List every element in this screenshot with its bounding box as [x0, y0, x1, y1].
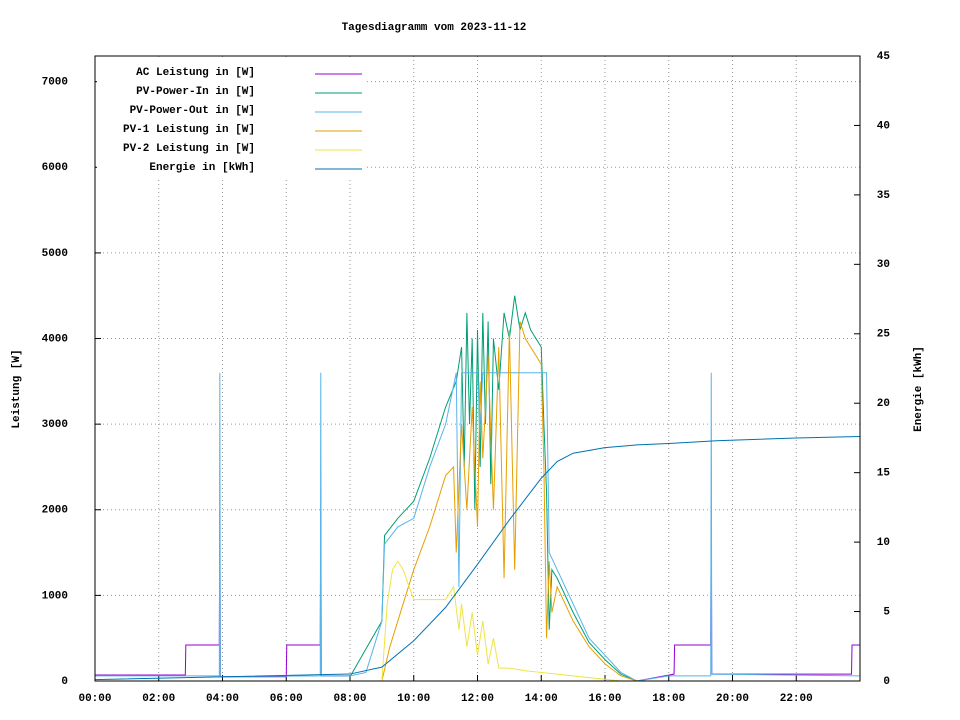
legend-label: PV-Power-Out in [W]	[130, 105, 255, 117]
x-tick-label: 22:00	[780, 693, 813, 705]
x-tick-label: 20:00	[716, 693, 749, 705]
y-tick-label: 5000	[42, 248, 68, 260]
legend-label: Energie in [kWh]	[149, 162, 255, 174]
series-line	[95, 372, 860, 682]
legend-label: AC Leistung in [W]	[136, 67, 255, 79]
y2-tick-label: 0	[883, 676, 890, 688]
x-tick-label: 10:00	[397, 693, 430, 705]
y2-tick-label: 5	[883, 606, 890, 618]
x-tick-label: 08:00	[333, 693, 366, 705]
x-tick-label: 06:00	[270, 693, 303, 705]
y2-tick-label: 20	[877, 398, 890, 410]
x-tick-label: 16:00	[588, 693, 621, 705]
y-tick-label: 4000	[42, 333, 68, 345]
y-tick-label: 6000	[42, 162, 68, 174]
x-tick-label: 14:00	[525, 693, 558, 705]
chart-title: Tagesdiagramm vom 2023-11-12	[342, 22, 527, 34]
y-tick-label: 3000	[42, 419, 68, 431]
y-tick-label: 2000	[42, 505, 68, 517]
x-tick-label: 02:00	[142, 693, 175, 705]
y2-tick-label: 10	[877, 537, 890, 549]
y2-tick-label: 25	[877, 329, 891, 341]
plot-border	[94, 55, 861, 682]
series-line	[381, 560, 621, 682]
y2-axis-label: Energie [kWh]	[913, 346, 925, 432]
series-line	[349, 295, 638, 682]
y-tick-label: 0	[61, 676, 68, 688]
y-tick-label: 7000	[42, 77, 68, 89]
x-tick-label: 18:00	[652, 693, 685, 705]
y2-tick-label: 35	[877, 190, 891, 202]
y2-tick-label: 45	[877, 51, 891, 63]
x-tick-label: 00:00	[78, 693, 111, 705]
series-line	[381, 321, 638, 682]
x-tick-label: 12:00	[461, 693, 494, 705]
y2-tick-label: 15	[877, 468, 891, 480]
x-tick-label: 04:00	[206, 693, 239, 705]
legend-label: PV-1 Leistung in [W]	[123, 124, 255, 136]
legend: AC Leistung in [W] PV-Power-In in [W] PV-P…	[97, 58, 367, 178]
y2-tick-label: 40	[877, 120, 890, 132]
y-axis-label: Leistung [W]	[11, 349, 23, 428]
legend-box	[97, 58, 367, 178]
legend-label: PV-2 Leistung in [W]	[123, 143, 255, 155]
series-line	[94, 436, 860, 681]
legend-label: PV-Power-In in [W]	[136, 86, 255, 98]
y2-tick-label: 30	[877, 259, 890, 271]
y-tick-label: 1000	[42, 590, 68, 602]
